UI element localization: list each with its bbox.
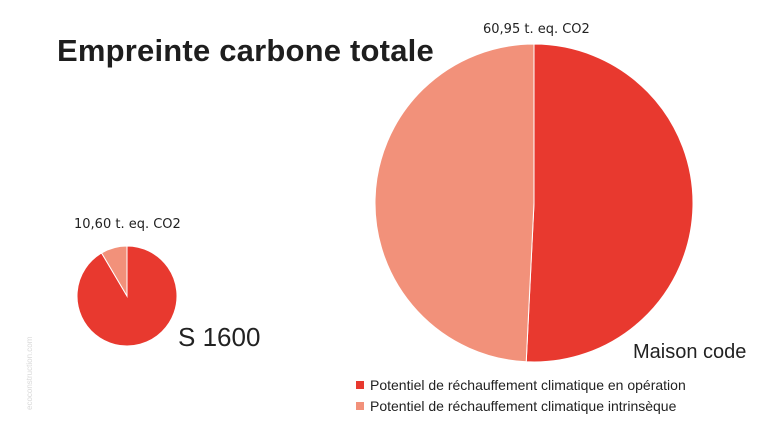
legend-item-intrinseque: Potentiel de réchauffement climatique in… bbox=[356, 395, 686, 416]
legend-item-operation: Potentiel de réchauffement climatique en… bbox=[356, 374, 686, 395]
legend-label-intrinseque: Potentiel de réchauffement climatique in… bbox=[370, 397, 677, 414]
pie-total-label-s1600: 10,60 t. eq. CO2 bbox=[74, 217, 181, 232]
pie-name-maison-code: Maison code bbox=[633, 341, 747, 363]
watermark-text: ecoconstruction.com bbox=[25, 336, 34, 410]
chart-title: Empreinte carbone totale bbox=[57, 33, 434, 68]
legend-swatch-intrinseque bbox=[356, 401, 364, 410]
chart-legend: Potentiel de réchauffement climatique en… bbox=[356, 374, 686, 416]
pie-slice-maison-code-operation bbox=[525, 43, 694, 363]
pie-slice-s1600-intrinseque bbox=[100, 245, 128, 298]
legend-swatch-operation bbox=[356, 380, 364, 389]
pie-name-s1600: S 1600 bbox=[178, 322, 261, 352]
pie-slice-maison-code-intrinseque bbox=[374, 43, 535, 363]
pie-total-label-maison-code: 60,95 t. eq. CO2 bbox=[483, 22, 590, 37]
legend-label-operation: Potentiel de réchauffement climatique en… bbox=[370, 376, 686, 393]
